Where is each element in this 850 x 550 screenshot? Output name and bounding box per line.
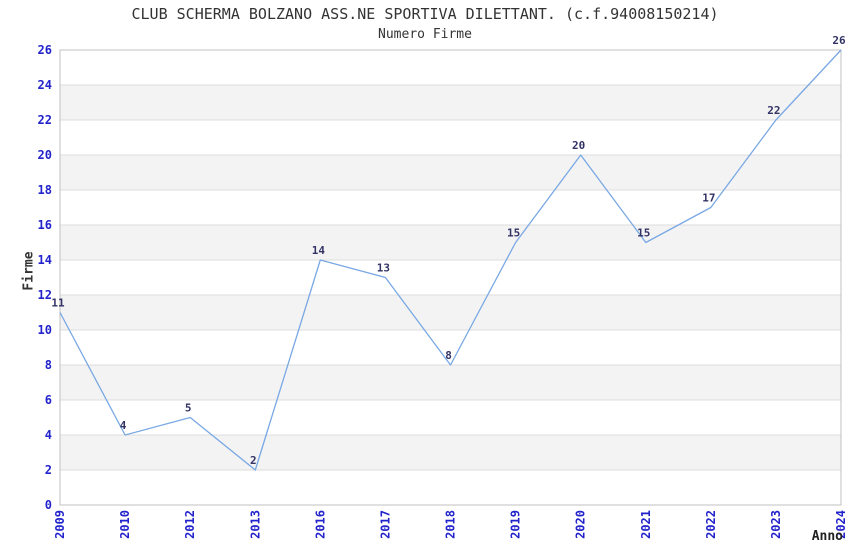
y-tick-label: 0	[45, 498, 52, 512]
data-point-label: 26	[832, 34, 846, 47]
x-tick-label: 2023	[769, 510, 783, 539]
plot-band	[60, 295, 841, 330]
plot-band	[60, 365, 841, 400]
y-tick-label: 16	[38, 218, 52, 232]
y-tick-label: 24	[38, 78, 52, 92]
data-point-label: 17	[702, 192, 715, 205]
x-tick-label: 2016	[313, 510, 327, 539]
x-tick-label: 2013	[248, 510, 262, 539]
data-point-label: 20	[572, 139, 585, 152]
y-tick-label: 10	[38, 323, 52, 337]
x-tick-label: 2010	[118, 510, 132, 539]
x-tick-label: 2018	[444, 510, 458, 539]
x-tick-label: 2021	[639, 510, 653, 539]
data-point-label: 4	[120, 419, 127, 432]
x-tick-label: 2012	[183, 510, 197, 539]
data-point-label: 11	[51, 297, 65, 310]
data-point-label: 15	[637, 227, 650, 240]
x-tick-label: 2022	[704, 510, 718, 539]
x-axis-title: Anno	[811, 529, 843, 544]
chart-title: CLUB SCHERMA BOLZANO ASS.NE SPORTIVA DIL…	[131, 5, 719, 23]
plot-band	[60, 225, 841, 260]
plot-band	[60, 155, 841, 190]
y-tick-label: 2	[45, 463, 52, 477]
x-tick-label: 2009	[53, 510, 67, 539]
data-point-label: 13	[377, 262, 390, 275]
data-line	[59, 49, 842, 471]
data-point-label: 8	[445, 349, 452, 362]
y-tick-label: 22	[38, 113, 52, 127]
plot-band	[60, 435, 841, 470]
x-tick-label: 2024	[834, 510, 848, 539]
data-point-label: 2	[250, 454, 257, 467]
plot-band	[60, 85, 841, 120]
plot-border	[59, 49, 842, 506]
data-point-label: 14	[312, 244, 326, 257]
data-point-label: 15	[507, 227, 520, 240]
chart-subtitle: Numero Firme	[378, 27, 472, 42]
x-tick-label: 2019	[509, 510, 523, 539]
y-tick-label: 4	[45, 428, 52, 442]
y-tick-label: 14	[38, 253, 52, 267]
x-tick-label: 2020	[574, 510, 588, 539]
y-tick-label: 18	[38, 183, 52, 197]
data-point-label: 5	[185, 402, 192, 415]
x-tick-label: 2017	[378, 510, 392, 539]
data-point-label: 22	[767, 104, 780, 117]
y-axis-title: Firme	[21, 251, 37, 291]
y-tick-label: 20	[38, 148, 52, 162]
y-tick-label: 6	[45, 393, 52, 407]
y-tick-label: 8	[45, 358, 52, 372]
y-tick-label: 26	[38, 43, 52, 57]
y-tick-label: 12	[38, 288, 52, 302]
